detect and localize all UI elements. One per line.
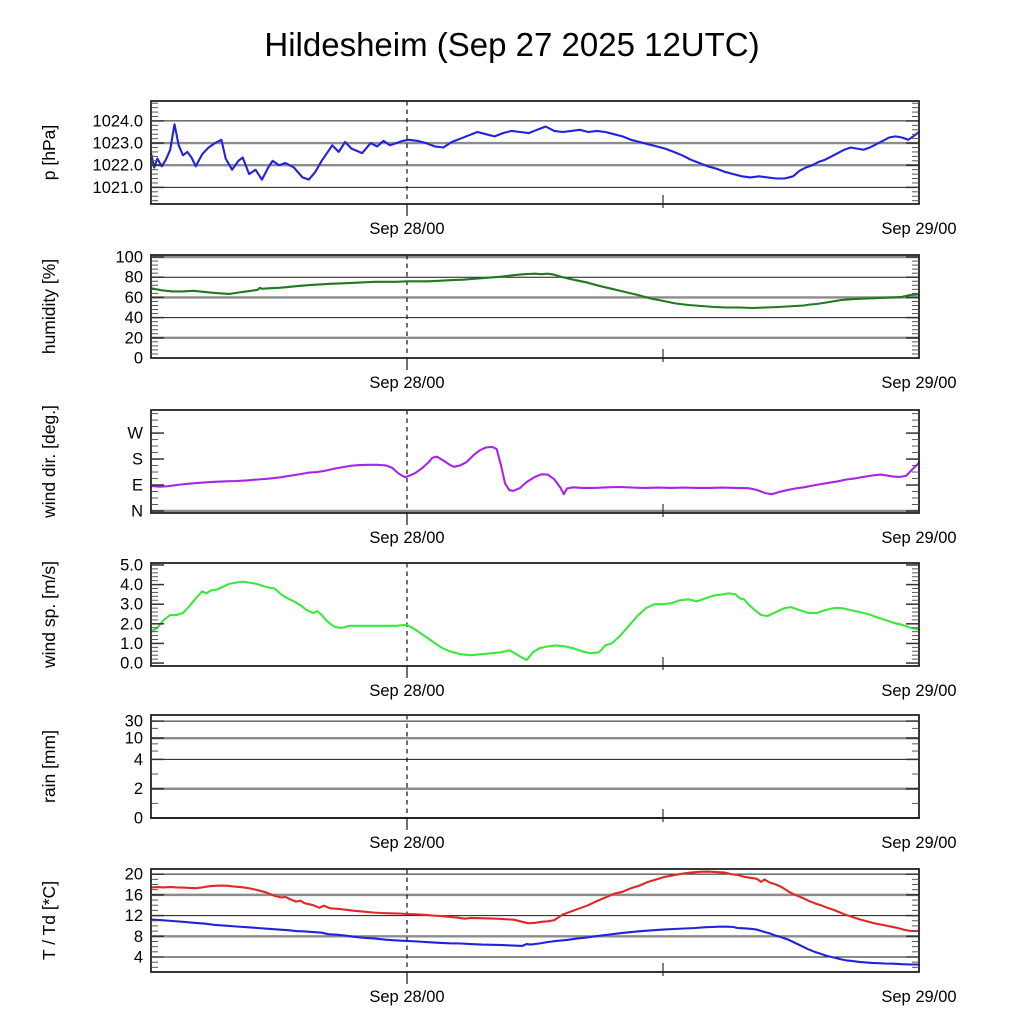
- y-axis-label: wind dir. [deg.]: [39, 405, 59, 519]
- y-tick-label: 16: [125, 886, 143, 904]
- y-tick-label: 0: [134, 810, 143, 828]
- x-tick-label: Sep 28/00: [369, 220, 444, 238]
- y-tick-label: E: [132, 477, 143, 495]
- y-tick-label: 4.0: [120, 576, 143, 594]
- series-wind_speed: [149, 580, 921, 662]
- page-title: Hildesheim (Sep 27 2025 12UTC): [264, 26, 760, 63]
- panel-frame: [150, 714, 920, 819]
- y-tick-label: 8: [134, 928, 143, 946]
- panel-pressure: 1024.0 1023.0 1022.0 1021.0 p [hPa] Sep 28/00…: [39, 100, 957, 238]
- series-wind_direction: [149, 445, 921, 496]
- y-tick-label: 10: [125, 730, 143, 748]
- x-tick-label: Sep 29/00: [881, 988, 956, 1006]
- series-pressure: [149, 123, 921, 181]
- panel-wind_speed: 5.0 4.0 3.02.0 1.0 0.0 wind sp. [m/s] Sep 28/0…: [39, 556, 957, 700]
- y-axis-label: p [hPa]: [39, 125, 59, 180]
- x-tick-label: Sep 29/00: [881, 834, 956, 852]
- x-tick-label: Sep 28/00: [369, 374, 444, 392]
- y-axis-label: humidity [%]: [39, 259, 59, 354]
- x-tick-label: Sep 29/00: [881, 529, 956, 547]
- y-tick-label: 1021.0: [93, 179, 143, 197]
- x-tick-label: Sep 28/00: [369, 834, 444, 852]
- y-tick-label: 30: [125, 713, 143, 731]
- x-tick-label: Sep 29/00: [881, 220, 956, 238]
- y-tick-label: 0.0: [120, 655, 143, 673]
- series-dew_point: [149, 918, 921, 966]
- y-tick-label: 80: [125, 269, 143, 287]
- y-tick-label: 20: [125, 329, 143, 347]
- panel-frame: [150, 254, 920, 359]
- y-tick-label: W: [127, 425, 143, 443]
- y-tick-label: 60: [125, 289, 143, 307]
- y-tick-label: 1.0: [120, 635, 143, 653]
- y-tick-label: 1023.0: [93, 135, 143, 153]
- y-tick-label: 4: [134, 948, 143, 966]
- y-tick-label: 5.0: [120, 556, 143, 574]
- panel-frame: [150, 100, 920, 205]
- y-tick-label: 0: [134, 350, 143, 368]
- panel-frame: [150, 562, 920, 667]
- y-tick-label: 2.0: [120, 615, 143, 633]
- panel-temperature: 20 16 12 8 4 T / Td [*C] Sep 28/00 Sep 29/00: [39, 866, 957, 1006]
- x-tick-label: Sep 28/00: [369, 529, 444, 547]
- y-axis-label: rain [mm]: [39, 730, 59, 803]
- series-relative_humidity: [149, 272, 921, 310]
- x-tick-label: Sep 28/00: [369, 988, 444, 1006]
- y-tick-label: 40: [125, 309, 143, 327]
- y-tick-label: 100: [115, 249, 143, 267]
- y-tick-label: 4: [134, 751, 143, 769]
- y-tick-label: S: [132, 451, 143, 469]
- y-tick-label: 3.0: [120, 596, 143, 614]
- y-axis-label: T / Td [*C]: [39, 881, 59, 960]
- series-temperature: [149, 870, 921, 933]
- y-tick-label: 1022.0: [93, 157, 143, 175]
- x-tick-label: Sep 28/00: [369, 682, 444, 700]
- y-tick-label: 1024.0: [93, 112, 143, 130]
- y-tick-label: 2: [134, 780, 143, 798]
- x-tick-label: Sep 29/00: [881, 682, 956, 700]
- y-tick-label: 12: [125, 907, 143, 925]
- y-tick-label: 20: [125, 866, 143, 884]
- x-tick-label: Sep 29/00: [881, 374, 956, 392]
- y-tick-label: N: [131, 502, 143, 520]
- panel-relative_humidity: 100 80 60 40 20 0 humidity [%] Sep 28/00 Sep 29/…: [39, 249, 957, 392]
- y-axis-label: wind sp. [m/s]: [39, 561, 59, 669]
- panel-frame: [150, 409, 920, 514]
